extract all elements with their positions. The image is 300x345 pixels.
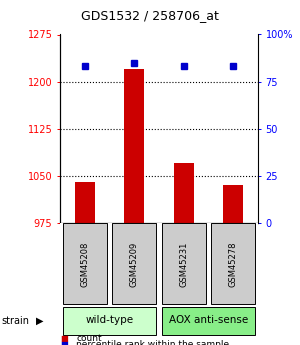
Text: GSM45208: GSM45208 (80, 241, 89, 287)
Bar (162, 307, 255, 335)
Text: ■: ■ (60, 340, 68, 345)
Text: AOX anti-sense: AOX anti-sense (169, 315, 248, 325)
Bar (63, 307, 156, 335)
Bar (63, 223, 106, 305)
Text: count: count (76, 334, 102, 343)
Text: GDS1532 / 258706_at: GDS1532 / 258706_at (81, 9, 219, 22)
Bar (212, 223, 255, 305)
Text: GSM45209: GSM45209 (130, 241, 139, 287)
Text: strain: strain (2, 316, 29, 326)
Bar (124, 69, 144, 223)
Bar (75, 182, 95, 223)
Text: ■: ■ (60, 334, 68, 343)
Bar (162, 223, 206, 305)
Text: wild-type: wild-type (85, 315, 134, 325)
Text: percentile rank within the sample: percentile rank within the sample (76, 340, 230, 345)
Bar (112, 223, 156, 305)
Text: GSM45278: GSM45278 (229, 241, 238, 287)
Text: ▶: ▶ (36, 316, 44, 326)
Bar (174, 163, 194, 223)
Bar (223, 185, 243, 223)
Text: GSM45231: GSM45231 (179, 241, 188, 287)
